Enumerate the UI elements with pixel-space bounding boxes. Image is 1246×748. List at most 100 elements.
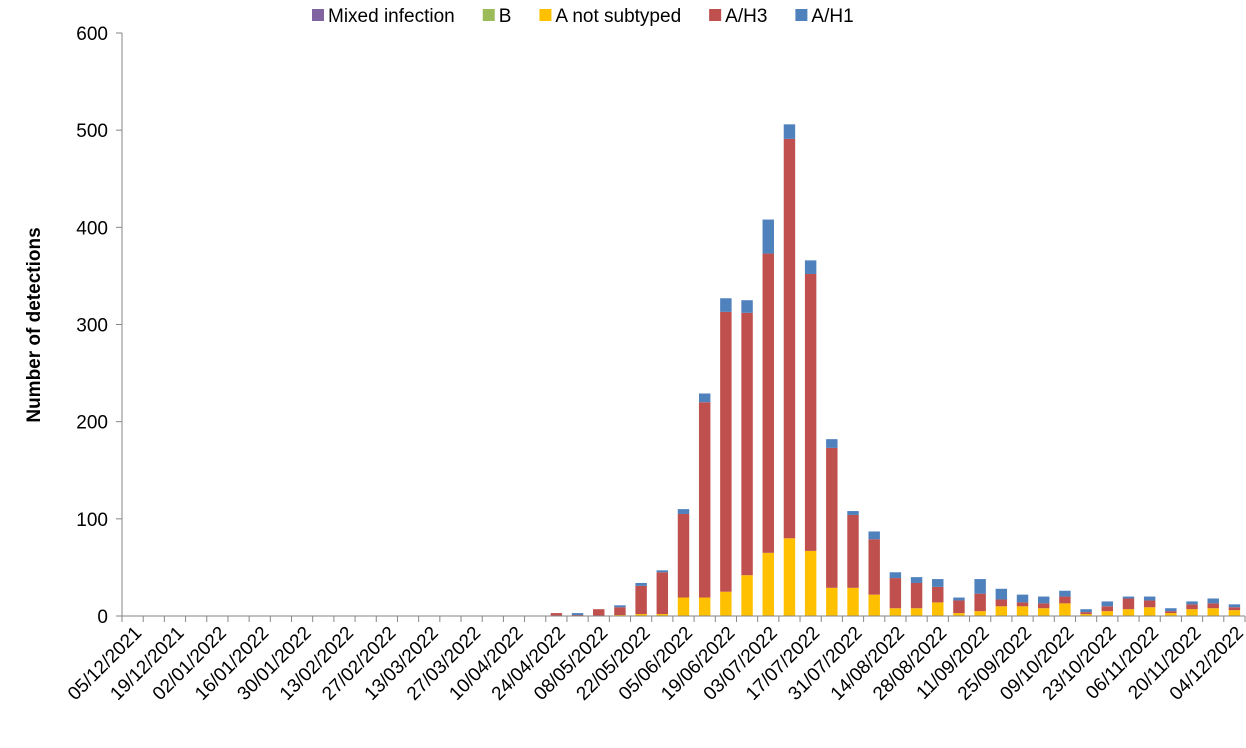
bar-segment (1037, 596, 1050, 604)
bar-segment (1207, 608, 1219, 616)
bar-segment (995, 599, 1008, 607)
bar-segment (1080, 612, 1092, 615)
bar-segment (614, 605, 626, 608)
bar-segment (1122, 609, 1135, 616)
y-tick-label: 400 (76, 218, 108, 239)
bar-segment (974, 593, 986, 612)
bar-segment (1143, 607, 1156, 616)
y-axis-label: Number of detections (24, 227, 45, 422)
bar-segment (847, 587, 859, 616)
legend-label: A not subtyped (555, 6, 681, 27)
bar-segment (974, 579, 986, 594)
bar-segment (910, 582, 923, 609)
bar-segment (1207, 603, 1219, 609)
bar-segment (698, 393, 711, 403)
legend-label: B (499, 6, 512, 27)
bar-segment (656, 570, 669, 573)
bar-segment (1059, 603, 1071, 616)
bar-segment (889, 608, 902, 616)
bar-segment (741, 312, 753, 576)
bar-segment (783, 124, 796, 139)
bar-segment (1037, 603, 1050, 609)
bar-segment (1037, 608, 1050, 616)
legend-swatch (312, 9, 324, 21)
bar-segment (1228, 610, 1241, 616)
y-tick-label: 500 (76, 121, 108, 142)
bar-segment (656, 572, 669, 615)
bar-segment (741, 575, 753, 616)
bar-segment (698, 597, 711, 616)
bar-segment (995, 606, 1008, 616)
bar-segment (1165, 611, 1177, 614)
bar-segment (1122, 596, 1135, 599)
bar-segment (910, 577, 923, 583)
bar-segment (804, 550, 817, 616)
bar-segment (868, 539, 880, 595)
bar-segment (826, 447, 838, 588)
bar-segment (677, 509, 690, 514)
bar-segment (889, 572, 902, 579)
bar-segment (1207, 598, 1219, 604)
y-tick-label: 100 (76, 510, 108, 531)
bar-segment (932, 602, 944, 616)
bar-segment (953, 613, 965, 616)
bar-segment (614, 607, 626, 616)
bar-segment (1165, 613, 1177, 616)
bar-segment (762, 253, 774, 553)
bar-segment (1080, 609, 1092, 613)
bar-segment (1228, 607, 1241, 611)
bar-segment (804, 273, 817, 551)
bar-segment (1016, 594, 1029, 603)
bar-segment (762, 552, 774, 616)
bar-segment (868, 531, 880, 540)
bar-segment (889, 578, 902, 609)
bar-segment (741, 300, 753, 313)
bar-segment (635, 585, 647, 615)
legend-swatch (482, 9, 495, 21)
bar-segment (1122, 598, 1135, 610)
bar-segment (910, 608, 923, 616)
bar-segment (762, 219, 774, 254)
bar-segment (1059, 596, 1071, 604)
bar-segment (804, 260, 817, 274)
bar-segment (953, 600, 965, 614)
bar-segment (932, 579, 944, 587)
y-tick-label: 300 (76, 316, 108, 337)
bar-segment (571, 613, 584, 616)
bar-segment (656, 614, 669, 616)
bar-segment (932, 586, 944, 603)
legend-swatch (795, 9, 808, 21)
bar-segment (1186, 604, 1198, 610)
bar-segment (1186, 609, 1198, 616)
y-tick-label: 600 (76, 24, 108, 45)
bar-segment (1165, 608, 1177, 612)
bar-segment (1016, 602, 1029, 607)
bar-segment (847, 511, 859, 515)
bar-segment (593, 609, 605, 616)
bar-segment (677, 597, 690, 616)
y-tick-label: 0 (97, 607, 108, 628)
bar-segment (783, 538, 796, 616)
bar-segment (720, 591, 732, 616)
bar-segment (826, 587, 838, 616)
bar-segment (1101, 606, 1113, 612)
bar-segment (1186, 601, 1198, 605)
bar-segment (783, 138, 796, 539)
bar-segment (995, 588, 1008, 600)
bar-segment (677, 513, 690, 598)
bar-segment (635, 614, 647, 616)
y-tick-label: 200 (76, 413, 108, 434)
bar-segment (868, 594, 880, 616)
bar-segment (1059, 590, 1071, 597)
bar-segment (826, 439, 838, 448)
bar-segment (1101, 611, 1113, 616)
bar-segment (720, 311, 732, 592)
bar-segment (1016, 606, 1029, 616)
bar-segment (953, 597, 965, 601)
bar-segment (1101, 601, 1113, 607)
legend-label: A/H3 (725, 6, 767, 27)
legend-swatch (539, 9, 552, 21)
bar-segment (550, 613, 563, 616)
legend-swatch (709, 9, 722, 21)
